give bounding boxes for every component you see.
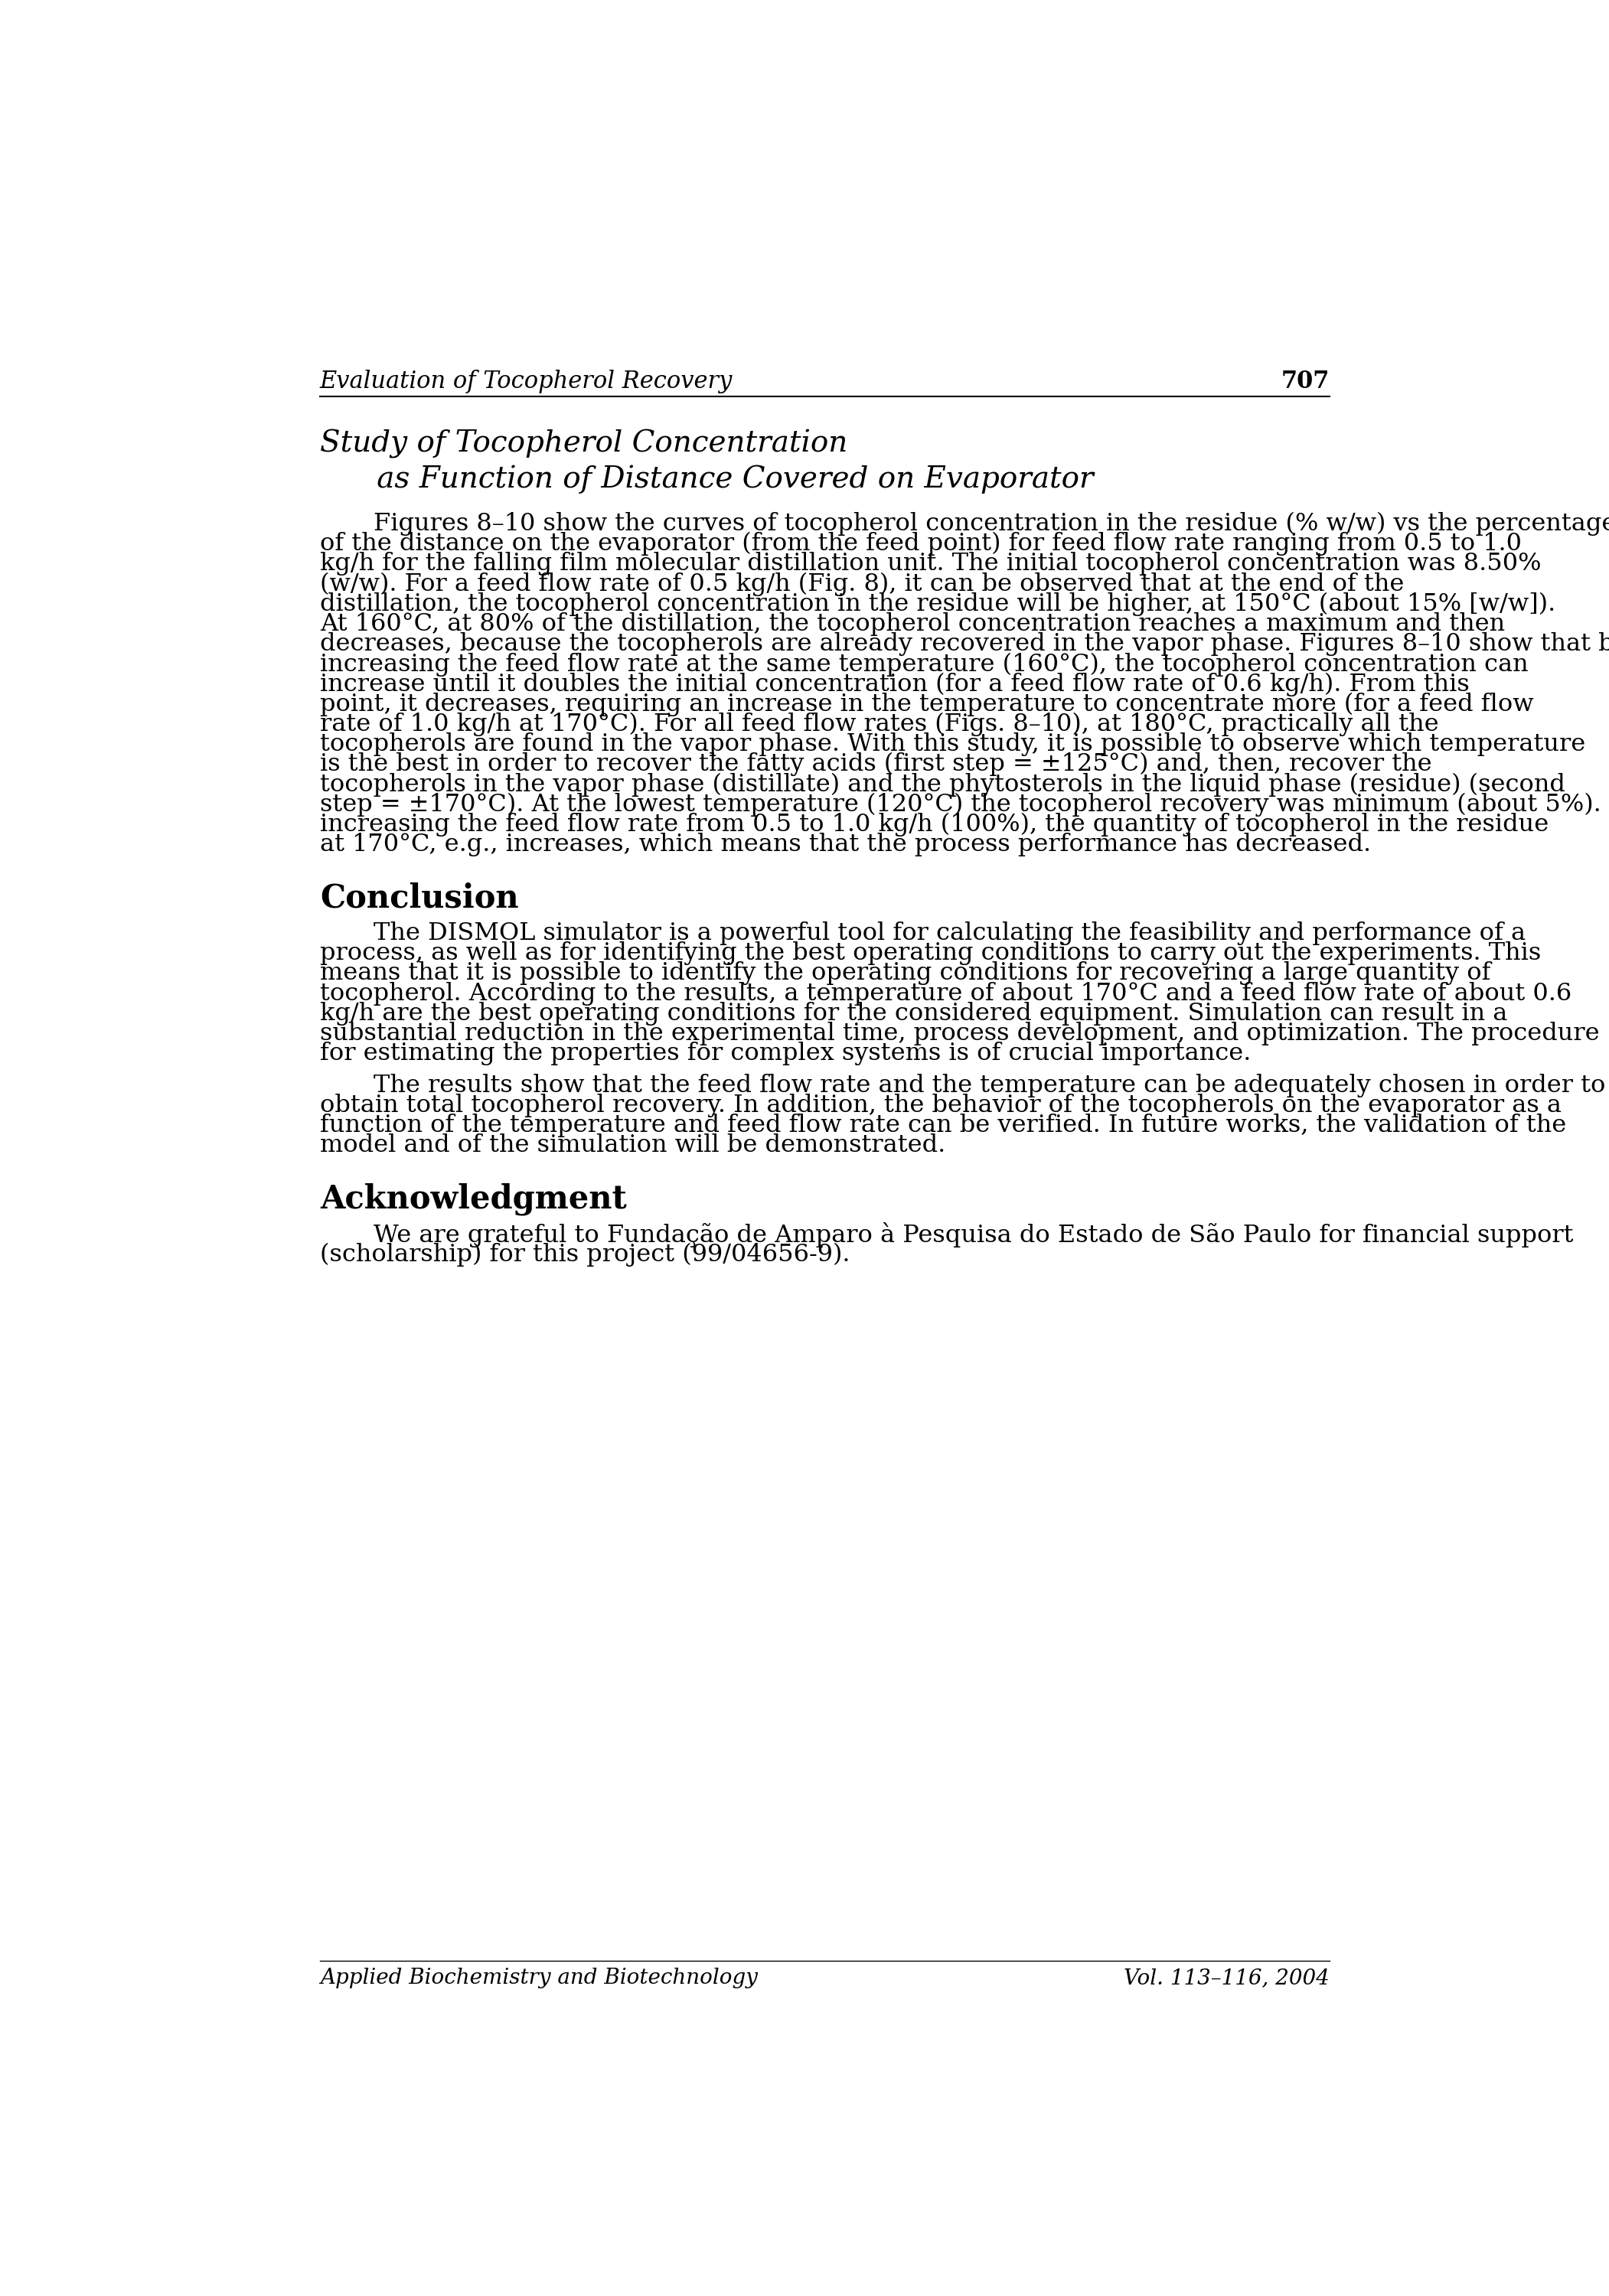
Text: Applied Biochemistry and Biotechnology: Applied Biochemistry and Biotechnology	[320, 1968, 758, 1988]
Text: increasing the feed flow rate at the same temperature (160°C), the tocopherol co: increasing the feed flow rate at the sam…	[320, 652, 1529, 677]
Text: tocopherols in the vapor phase (distillate) and the phytosterols in the liquid p: tocopherols in the vapor phase (distilla…	[320, 771, 1566, 797]
Text: as Function of Distance Covered on Evaporator: as Function of Distance Covered on Evapo…	[320, 464, 1094, 494]
Text: point, it decreases, requiring an increase in the temperature to concentrate mor: point, it decreases, requiring an increa…	[320, 693, 1533, 716]
Text: Acknowledgment: Acknowledgment	[320, 1182, 626, 1215]
Text: The DISMOL simulator is a powerful tool for calculating the feasibility and perf: The DISMOL simulator is a powerful tool …	[373, 921, 1525, 946]
Text: process, as well as for identifying the best operating conditions to carry out t: process, as well as for identifying the …	[320, 941, 1541, 964]
Text: function of the temperature and feed flow rate can be verified. In future works,: function of the temperature and feed flo…	[320, 1114, 1566, 1137]
Text: At 160°C, at 80% of the distillation, the tocopherol concentration reaches a max: At 160°C, at 80% of the distillation, th…	[320, 613, 1504, 636]
Text: means that it is possible to identify the operating conditions for recovering a : means that it is possible to identify th…	[320, 962, 1490, 985]
Text: increasing the feed flow rate from 0.5 to 1.0 kg/h (100%), the quantity of tocop: increasing the feed flow rate from 0.5 t…	[320, 813, 1548, 836]
Text: 707: 707	[1281, 370, 1329, 393]
Text: rate of 1.0 kg/h at 170°C). For all feed flow rates (Figs. 8–10), at 180°C, prac: rate of 1.0 kg/h at 170°C). For all feed…	[320, 712, 1438, 737]
Text: Evaluation of Tocopherol Recovery: Evaluation of Tocopherol Recovery	[320, 370, 732, 393]
Text: step = ±170°C). At the lowest temperature (120°C) the tocopherol recovery was mi: step = ±170°C). At the lowest temperatur…	[320, 792, 1609, 817]
Text: substantial reduction in the experimental time, process development, and optimiz: substantial reduction in the experimenta…	[320, 1022, 1599, 1045]
Text: kg/h are the best operating conditions for the considered equipment. Simulation : kg/h are the best operating conditions f…	[320, 1001, 1508, 1026]
Text: (w/w). For a feed flow rate of 0.5 kg/h (Fig. 8), it can be observed that at the: (w/w). For a feed flow rate of 0.5 kg/h …	[320, 572, 1405, 597]
Text: tocopherols are found in the vapor phase. With this study, it is possible to obs: tocopherols are found in the vapor phase…	[320, 732, 1585, 755]
Text: distillation, the tocopherol concentration in the residue will be higher, at 150: distillation, the tocopherol concentrati…	[320, 592, 1556, 615]
Text: The results show that the feed flow rate and the temperature can be adequately c: The results show that the feed flow rate…	[373, 1075, 1606, 1097]
Text: tocopherol. According to the results, a temperature of about 170°C and a feed fl: tocopherol. According to the results, a …	[320, 983, 1572, 1006]
Text: model and of the simulation will be demonstrated.: model and of the simulation will be demo…	[320, 1134, 946, 1157]
Text: Study of Tocopherol Concentration: Study of Tocopherol Concentration	[320, 429, 848, 459]
Text: increase until it doubles the initial concentration (for a feed flow rate of 0.6: increase until it doubles the initial co…	[320, 673, 1469, 696]
Text: kg/h for the falling film molecular distillation unit. The initial tocopherol co: kg/h for the falling film molecular dist…	[320, 551, 1541, 576]
Text: obtain total tocopherol recovery. In addition, the behavior of the tocopherols o: obtain total tocopherol recovery. In add…	[320, 1093, 1561, 1118]
Text: Conclusion: Conclusion	[320, 882, 518, 914]
Text: for estimating the properties for complex systems is of crucial importance.: for estimating the properties for comple…	[320, 1042, 1250, 1065]
Text: Vol. 113–116, 2004: Vol. 113–116, 2004	[1123, 1968, 1329, 1988]
Text: is the best in order to recover the fatty acids (first step = ±125°C) and, then,: is the best in order to recover the fatt…	[320, 753, 1432, 776]
Text: of the distance on the evaporator (from the feed point) for feed flow rate rangi: of the distance on the evaporator (from …	[320, 533, 1522, 556]
Text: at 170°C, e.g., increases, which means that the process performance has decrease: at 170°C, e.g., increases, which means t…	[320, 833, 1371, 856]
Text: We are grateful to Fundação de Amparo à Pesquisa do Estado de São Paulo for fina: We are grateful to Fundação de Amparo à …	[373, 1221, 1574, 1247]
Text: Figures 8–10 show the curves of tocopherol concentration in the residue (% w/w) : Figures 8–10 show the curves of tocopher…	[373, 512, 1609, 535]
Text: (scholarship) for this project (99/04656-9).: (scholarship) for this project (99/04656…	[320, 1242, 850, 1267]
Text: decreases, because the tocopherols are already recovered in the vapor phase. Fig: decreases, because the tocopherols are a…	[320, 631, 1609, 657]
